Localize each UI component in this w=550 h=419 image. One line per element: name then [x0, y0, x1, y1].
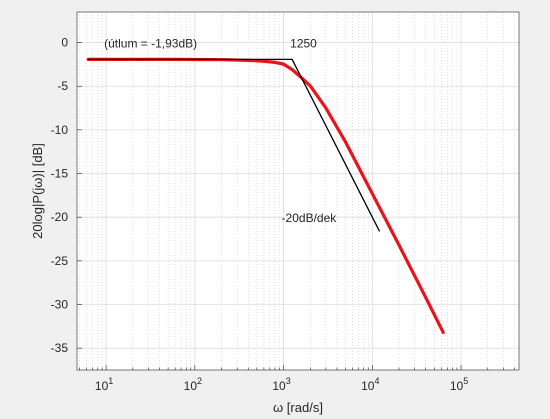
major-grid [77, 12, 519, 370]
x-tick-label-base: 10 [95, 379, 109, 393]
annotation-layer: (útlum = -1,93dB) 1250 -20dB/dek [104, 37, 337, 226]
x-tick-label: 104 [361, 376, 379, 393]
x-tick-label-exponent: 4 [374, 376, 379, 386]
plot-frame [76, 11, 520, 371]
y-tick-label: -10 [51, 123, 69, 137]
asymptote-line [87, 58, 380, 232]
x-tick-label-base: 10 [450, 379, 464, 393]
y-tick-label: 0 [61, 36, 68, 50]
x-tick-label-exponent: 5 [463, 376, 468, 386]
x-tick-label: 103 [272, 376, 290, 393]
y-tick-label: -15 [51, 167, 69, 181]
y-tick-label: -35 [51, 341, 69, 355]
x-tick-label-base: 10 [184, 379, 198, 393]
tick-marks [77, 42, 515, 370]
y-axis-label: 20log|P(jω)| [dB] [30, 143, 45, 239]
series-layer [86, 57, 445, 335]
x-tick-label: 105 [450, 376, 468, 393]
x-tick-label-exponent: 3 [286, 376, 291, 386]
y-tick-label: -20 [51, 210, 69, 224]
x-tick-label: 101 [95, 376, 113, 393]
x-axis-label: ω [rad/s] [273, 400, 323, 415]
x-tick-label-base: 10 [361, 379, 375, 393]
dc-gain-annotation: (útlum = -1,93dB) [104, 37, 197, 51]
x-tick-labels: 101 102 103 104 105 [95, 376, 468, 393]
x-tick-label-base: 10 [272, 379, 286, 393]
x-tick-label-exponent: 1 [108, 376, 113, 386]
x-tick-label: 102 [184, 376, 202, 393]
plot-area [77, 12, 519, 370]
y-tick-label: -30 [51, 298, 69, 312]
corner-frequency-annotation: 1250 [290, 37, 317, 51]
y-tick-labels: 0 -5 -10 -15 -20 -25 -30 -35 [51, 36, 69, 356]
y-tick-label: -5 [57, 79, 68, 93]
x-tick-label-exponent: 2 [197, 376, 202, 386]
y-tick-label: -25 [51, 254, 69, 268]
slope-annotation: -20dB/dek [282, 211, 338, 225]
